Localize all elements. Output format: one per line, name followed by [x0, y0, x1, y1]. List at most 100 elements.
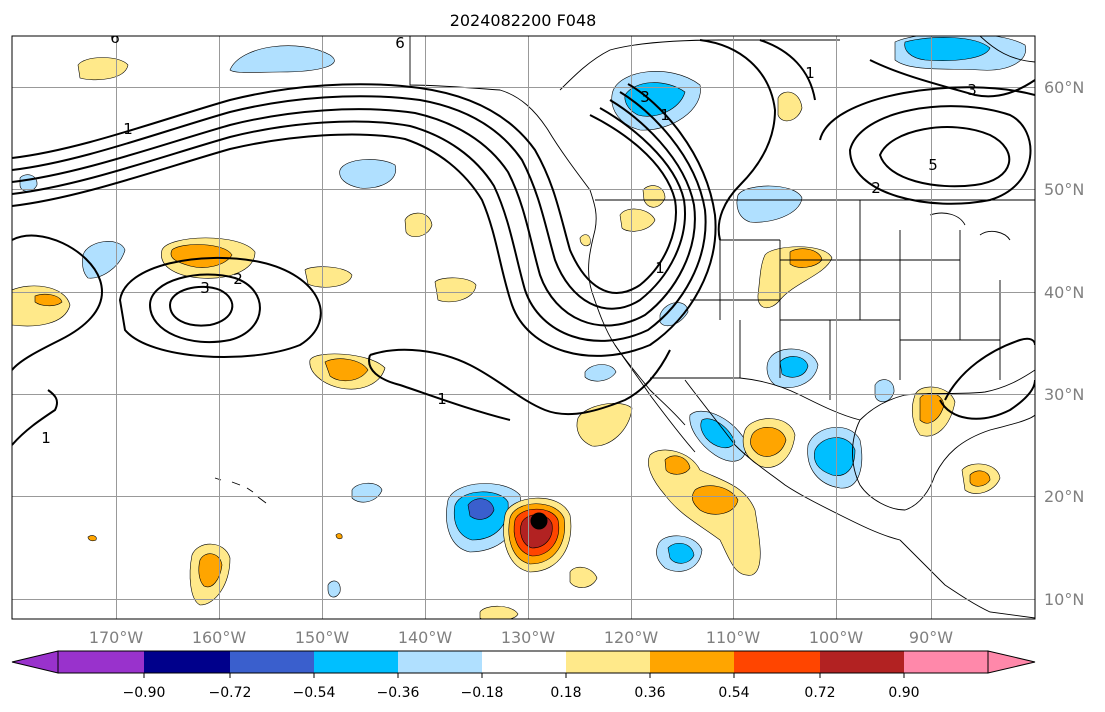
neg-area-far-w [19, 174, 38, 192]
pos-area-subtrop-core [324, 358, 369, 382]
states [690, 200, 1001, 400]
contour-jet-3 [12, 99, 696, 327]
colorbar-tick-label: −0.90 [123, 685, 166, 701]
lon-tick-label: 150°W [295, 628, 350, 647]
coast-baja [614, 344, 696, 453]
pos-area-w-edge-core [34, 293, 63, 307]
lon-tick-label: 170°W [89, 628, 144, 647]
colorbar-segment [144, 651, 230, 673]
pos-area-bottom [479, 605, 519, 619]
gridlines [12, 36, 1035, 619]
storm-center-marker [530, 512, 548, 530]
colorbar-segment [482, 651, 566, 673]
lat-tick-label: 10°N [1044, 590, 1084, 609]
latitude-axis: 60°N 50°N 40°N 30°N 20°N 10°N [1044, 78, 1084, 609]
contour-ring-e1 [878, 126, 1011, 188]
neg-area-nev [659, 302, 689, 327]
neg-area-west-of-storm-core [467, 498, 495, 520]
colorbar-tick-label: 0.18 [550, 685, 581, 701]
pos-area-pac3 [434, 277, 477, 303]
neg-area-bottom [327, 580, 341, 598]
coast-west-us [588, 229, 686, 426]
colorbar-segment [566, 651, 650, 673]
contour-n-central [699, 39, 777, 241]
pos-area-pac1 [304, 266, 353, 288]
colorbar-segment [398, 651, 482, 673]
neg-area-mexico-core [813, 437, 856, 476]
contour-label: 3 [967, 81, 977, 99]
coast-mexico-w [684, 379, 901, 541]
contour-label: 1 [437, 390, 447, 408]
colorbar-segment [314, 651, 398, 673]
pos-area-dateline-core [170, 244, 233, 268]
contour-low-2 [148, 273, 261, 344]
colorbar-tick-label: −0.72 [209, 685, 252, 701]
longitude-axis: 170°W 160°W 150°W 140°W 130°W 120°W 110°… [89, 628, 953, 647]
neg-area-w-pacific [82, 241, 126, 279]
lat-tick-label: 20°N [1044, 487, 1084, 506]
lat-tick-label: 60°N [1044, 78, 1084, 97]
neg-area-montana [736, 185, 803, 223]
colorbar-segment [230, 651, 314, 673]
map-frame [11, 35, 1036, 620]
lon-tick-label: 140°W [398, 628, 453, 647]
contour-ne [869, 59, 1035, 98]
contour-jet-1 [12, 83, 677, 294]
lon-tick-label: 100°W [809, 628, 864, 647]
contour-label: 1 [655, 259, 665, 277]
colorbar: −0.90 −0.72 −0.54 −0.36 −0.18 0.18 0.36 … [11, 650, 1036, 701]
colorbar-tick-label: −0.36 [377, 685, 420, 701]
colorbar-tick-label: 0.36 [634, 685, 665, 701]
contour-label: 5 [928, 156, 938, 174]
contour-ring-e2 [848, 105, 1032, 205]
neg-area-hawaii-n [351, 482, 383, 503]
pos-area-sw-core [198, 553, 223, 588]
contour-jet-2 [12, 95, 686, 310]
colorbar-segment [904, 651, 988, 673]
contour-label: 1 [805, 64, 815, 82]
colorbar-extend-low [11, 650, 59, 674]
coast-us-gulf [859, 369, 1035, 421]
lon-tick-label: 120°W [604, 628, 659, 647]
colorbar-frame [57, 650, 989, 674]
contour-ga [939, 337, 1035, 420]
contour-hudson [759, 39, 816, 101]
lat-tick-label: 50°N [1044, 180, 1084, 199]
lat-tick-label: 30°N [1044, 385, 1084, 404]
coastlines [214, 36, 1035, 619]
pos-area-sonora-core [750, 427, 787, 457]
neg-area-hudson-core [904, 37, 991, 61]
pos-area-hudson-s [777, 91, 803, 122]
pos-area-cuba-core [969, 470, 991, 487]
contour-label: 3 [640, 88, 650, 106]
lon-tick-label: 130°W [501, 628, 556, 647]
pos-area-trop-s [569, 566, 598, 588]
pos-area-nw [77, 57, 129, 81]
neg-area-s-mexico-core [667, 542, 695, 564]
contour-w-edge [12, 389, 58, 446]
lon-tick-label: 110°W [706, 628, 761, 647]
contour-labels: 6 6 3 2 1 1 3 1 3 5 2 1 1 1 [41, 36, 977, 447]
pos-area-sw-of-ca [576, 402, 633, 447]
colorbar-segment [734, 651, 820, 673]
contour-jet-4 [12, 91, 707, 342]
colorbar-tick-label: −0.18 [461, 685, 504, 701]
greenland [979, 36, 1035, 63]
contour-low-3 [118, 256, 322, 358]
canada-coast [559, 39, 840, 91]
contour-label: 1 [41, 429, 51, 447]
neg-area-tx [874, 379, 895, 403]
neg-area-pacific-nw [339, 159, 397, 189]
lon-tick-label: 160°W [192, 628, 247, 647]
contour-label: 2 [871, 179, 881, 197]
hawaii [214, 477, 267, 504]
colorbar-segment [58, 651, 144, 673]
pos-area-trop-e-core2 [691, 485, 739, 515]
neg-area-gulf-alaska [229, 45, 335, 73]
pos-area-tiny1 [87, 535, 97, 542]
colorbar-tick-label: 0.54 [718, 685, 749, 701]
great-lakes [929, 212, 1011, 241]
colorbar-tick-label: 0.90 [888, 685, 919, 701]
pos-area-tiny2 [335, 533, 343, 540]
